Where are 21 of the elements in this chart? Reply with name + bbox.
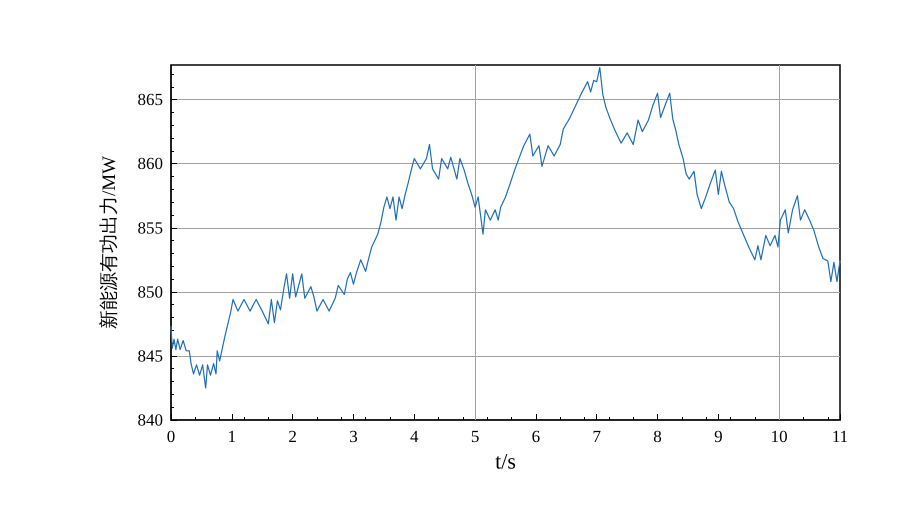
- x-tick-label: 8: [653, 427, 662, 446]
- y-tick-label: 845: [138, 346, 163, 366]
- x-tick-label: 4: [410, 427, 420, 446]
- x-tick-label: 3: [349, 427, 358, 446]
- line-series: [170, 66, 841, 389]
- y-tick-label: 840: [138, 410, 163, 430]
- y-tick-label: 855: [138, 218, 163, 238]
- x-tick-label: 5: [470, 427, 480, 446]
- y-tick-label: 850: [138, 282, 163, 302]
- x-tick-label: 0: [166, 427, 176, 446]
- y-axis-title: 新能源有功出力/MW: [98, 156, 120, 330]
- x-axis-title: t/s: [495, 448, 516, 474]
- x-tick-label: 9: [714, 427, 723, 446]
- x-tick-label: 6: [532, 427, 540, 446]
- y-tick-label: 865: [138, 90, 163, 110]
- y-tick-label: 860: [138, 154, 163, 174]
- x-tick-label: 2: [288, 427, 297, 446]
- x-tick-label: 1: [228, 427, 236, 446]
- x-tick-label: 10: [770, 427, 788, 446]
- x-tick-label: 11: [832, 427, 848, 446]
- x-tick-label: 7: [592, 427, 602, 446]
